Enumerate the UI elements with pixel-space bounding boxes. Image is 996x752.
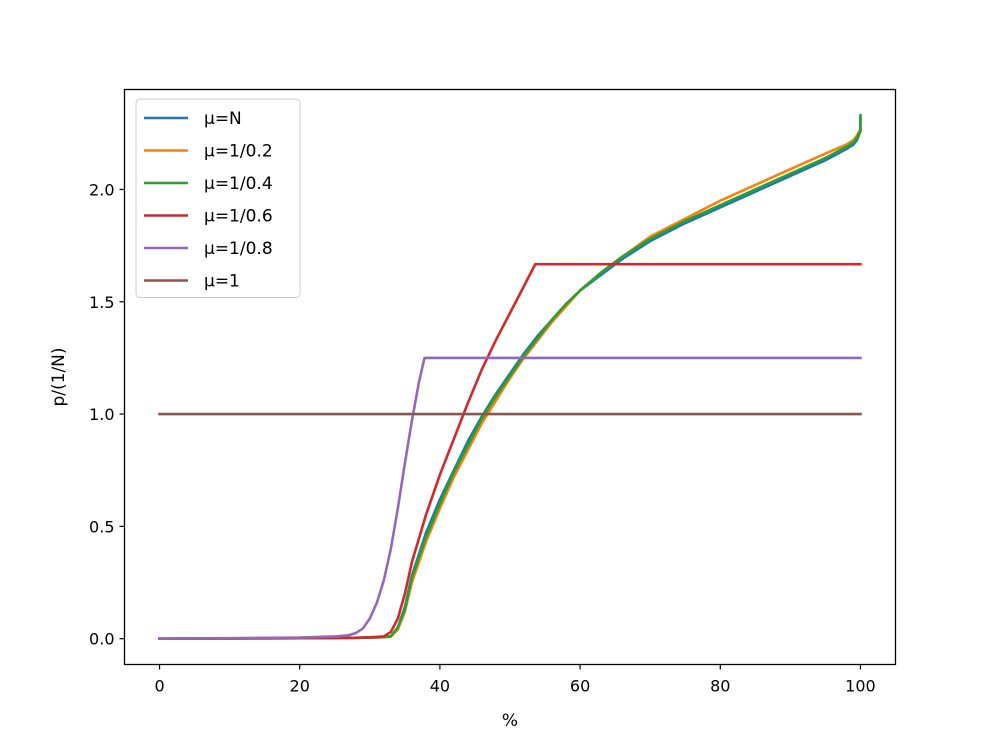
y-tick-label: 0.0 bbox=[89, 630, 114, 649]
y-axis: 0.0 0.5 1.0 1.5 2.0 bbox=[89, 180, 125, 649]
y-tick-label: 0.5 bbox=[89, 517, 114, 536]
legend: μ=N μ=1/0.2 μ=1/0.4 μ=1/0.6 μ=1/0.8 μ=1 bbox=[135, 98, 301, 298]
axes-frame bbox=[123, 88, 897, 666]
y-tick-label: 1.0 bbox=[89, 405, 114, 424]
series-line-2 bbox=[158, 114, 862, 640]
legend-label-2: μ=1/0.4 bbox=[204, 174, 273, 194]
legend-label-1: μ=1/0.2 bbox=[204, 142, 273, 162]
x-tick-label: 80 bbox=[710, 677, 730, 696]
y-tick-label: 1.5 bbox=[89, 293, 114, 312]
x-axis: 0 20 40 60 80 100 bbox=[154, 664, 876, 696]
x-axis-label: % bbox=[502, 711, 518, 731]
series-lines bbox=[158, 114, 863, 640]
x-tick-label: 40 bbox=[430, 677, 450, 696]
y-axis-label: p/(1/N) bbox=[49, 347, 69, 406]
series-line-4 bbox=[158, 356, 862, 640]
legend-label-3: μ=1/0.6 bbox=[204, 207, 273, 227]
legend-label-5: μ=1 bbox=[204, 272, 240, 292]
x-tick-label: 20 bbox=[290, 677, 310, 696]
x-tick-label: 0 bbox=[154, 677, 164, 696]
x-tick-label: 60 bbox=[570, 677, 590, 696]
series-line-3 bbox=[158, 262, 862, 640]
x-tick-label: 100 bbox=[845, 677, 876, 696]
y-tick-label: 2.0 bbox=[89, 180, 114, 199]
legend-label-4: μ=1/0.8 bbox=[204, 239, 273, 259]
legend-label-0: μ=N bbox=[204, 109, 242, 129]
